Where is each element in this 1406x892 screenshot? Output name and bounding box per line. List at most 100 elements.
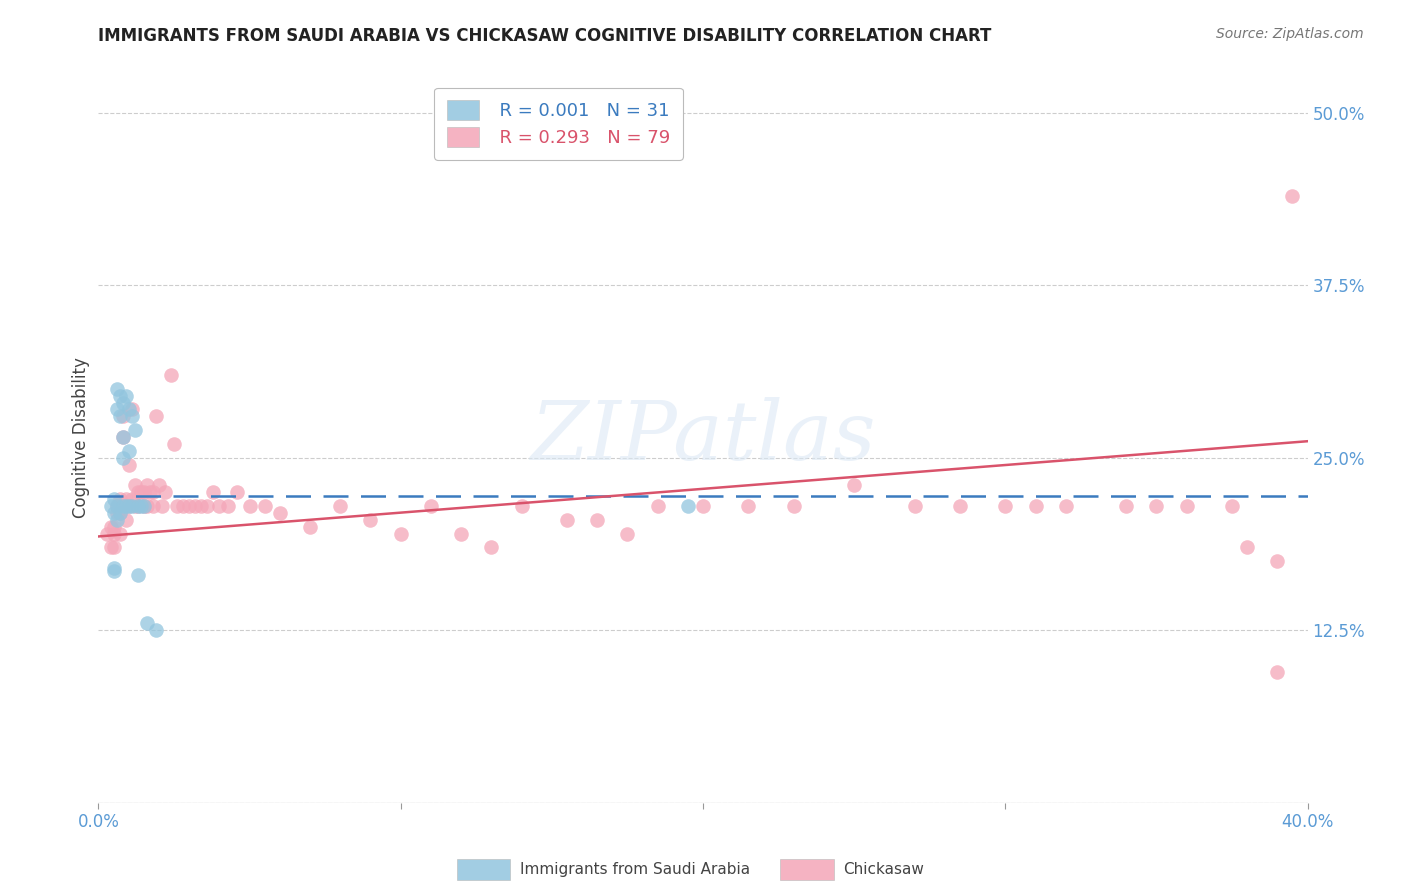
Point [103, 506, 125, 520]
Point [172, 499, 194, 513]
Point [124, 478, 146, 492]
Point [142, 485, 165, 500]
Point [124, 499, 146, 513]
Point [360, 513, 382, 527]
Point [1175, 499, 1198, 513]
Point [114, 513, 136, 527]
Point [202, 485, 225, 500]
Point [737, 499, 759, 513]
Point [904, 499, 927, 513]
Point [195, 499, 218, 513]
Point [111, 430, 134, 444]
Point [253, 499, 276, 513]
Point [108, 492, 131, 507]
Point [129, 485, 152, 500]
Point [108, 506, 131, 520]
Y-axis label: Cognitive Disability: Cognitive Disability [72, 357, 90, 517]
Point [481, 541, 503, 555]
Point [676, 499, 699, 513]
Point [121, 402, 143, 417]
Point [108, 526, 131, 541]
Text: ZIPatlas: ZIPatlas [530, 397, 876, 477]
Point [105, 499, 128, 513]
Point [132, 499, 155, 513]
Point [1267, 554, 1289, 568]
Point [127, 485, 149, 500]
Point [121, 409, 143, 424]
Point [1220, 499, 1243, 513]
Point [105, 402, 128, 417]
Point [1144, 499, 1167, 513]
Text: Source: ZipAtlas.com: Source: ZipAtlas.com [1216, 27, 1364, 41]
Point [450, 526, 472, 541]
Point [647, 499, 669, 513]
Text: Chickasaw: Chickasaw [844, 863, 925, 877]
Point [114, 389, 136, 403]
Point [103, 561, 125, 575]
Point [994, 499, 1017, 513]
Point [217, 499, 239, 513]
Point [148, 478, 170, 492]
Point [103, 541, 125, 555]
Point [1054, 499, 1077, 513]
Point [121, 499, 143, 513]
Point [108, 389, 131, 403]
Point [111, 499, 134, 513]
Point [420, 499, 443, 513]
Point [121, 492, 143, 507]
Point [1024, 499, 1046, 513]
Point [586, 513, 609, 527]
Point [153, 485, 176, 500]
Point [129, 499, 152, 513]
Point [108, 409, 131, 424]
Point [118, 402, 141, 417]
Point [150, 499, 173, 513]
Point [124, 423, 146, 437]
Point [616, 526, 638, 541]
Point [103, 492, 125, 507]
Point [163, 437, 186, 451]
Point [135, 478, 157, 492]
Point [103, 520, 125, 534]
Point [118, 458, 141, 472]
Point [160, 368, 183, 382]
Point [103, 564, 125, 578]
Point [692, 499, 714, 513]
Point [127, 499, 149, 513]
Point [1115, 499, 1137, 513]
Point [135, 499, 157, 513]
Point [114, 492, 136, 507]
Point [139, 485, 162, 500]
Point [111, 450, 134, 465]
Legend:   R = 0.001   N = 31,   R = 0.293   N = 79: R = 0.001 N = 31, R = 0.293 N = 79 [434, 87, 683, 160]
Point [269, 506, 291, 520]
Point [179, 499, 201, 513]
Point [105, 506, 128, 520]
Point [127, 499, 149, 513]
Point [111, 409, 134, 424]
Point [145, 409, 167, 424]
Point [226, 485, 249, 500]
Point [100, 520, 122, 534]
Point [190, 499, 212, 513]
Point [1281, 188, 1303, 202]
Point [299, 520, 322, 534]
Point [1236, 541, 1258, 555]
Point [111, 395, 134, 409]
Point [145, 624, 167, 638]
Point [118, 499, 141, 513]
Point [105, 499, 128, 513]
Point [184, 499, 207, 513]
Point [1267, 665, 1289, 679]
Point [239, 499, 262, 513]
Point [105, 513, 128, 527]
Point [114, 499, 136, 513]
Text: IMMIGRANTS FROM SAUDI ARABIA VS CHICKASAW COGNITIVE DISABILITY CORRELATION CHART: IMMIGRANTS FROM SAUDI ARABIA VS CHICKASA… [98, 27, 991, 45]
Point [100, 499, 122, 513]
Point [555, 513, 578, 527]
Point [132, 499, 155, 513]
Text: Immigrants from Saudi Arabia: Immigrants from Saudi Arabia [520, 863, 751, 877]
Point [166, 499, 188, 513]
Point [135, 616, 157, 631]
Point [118, 443, 141, 458]
